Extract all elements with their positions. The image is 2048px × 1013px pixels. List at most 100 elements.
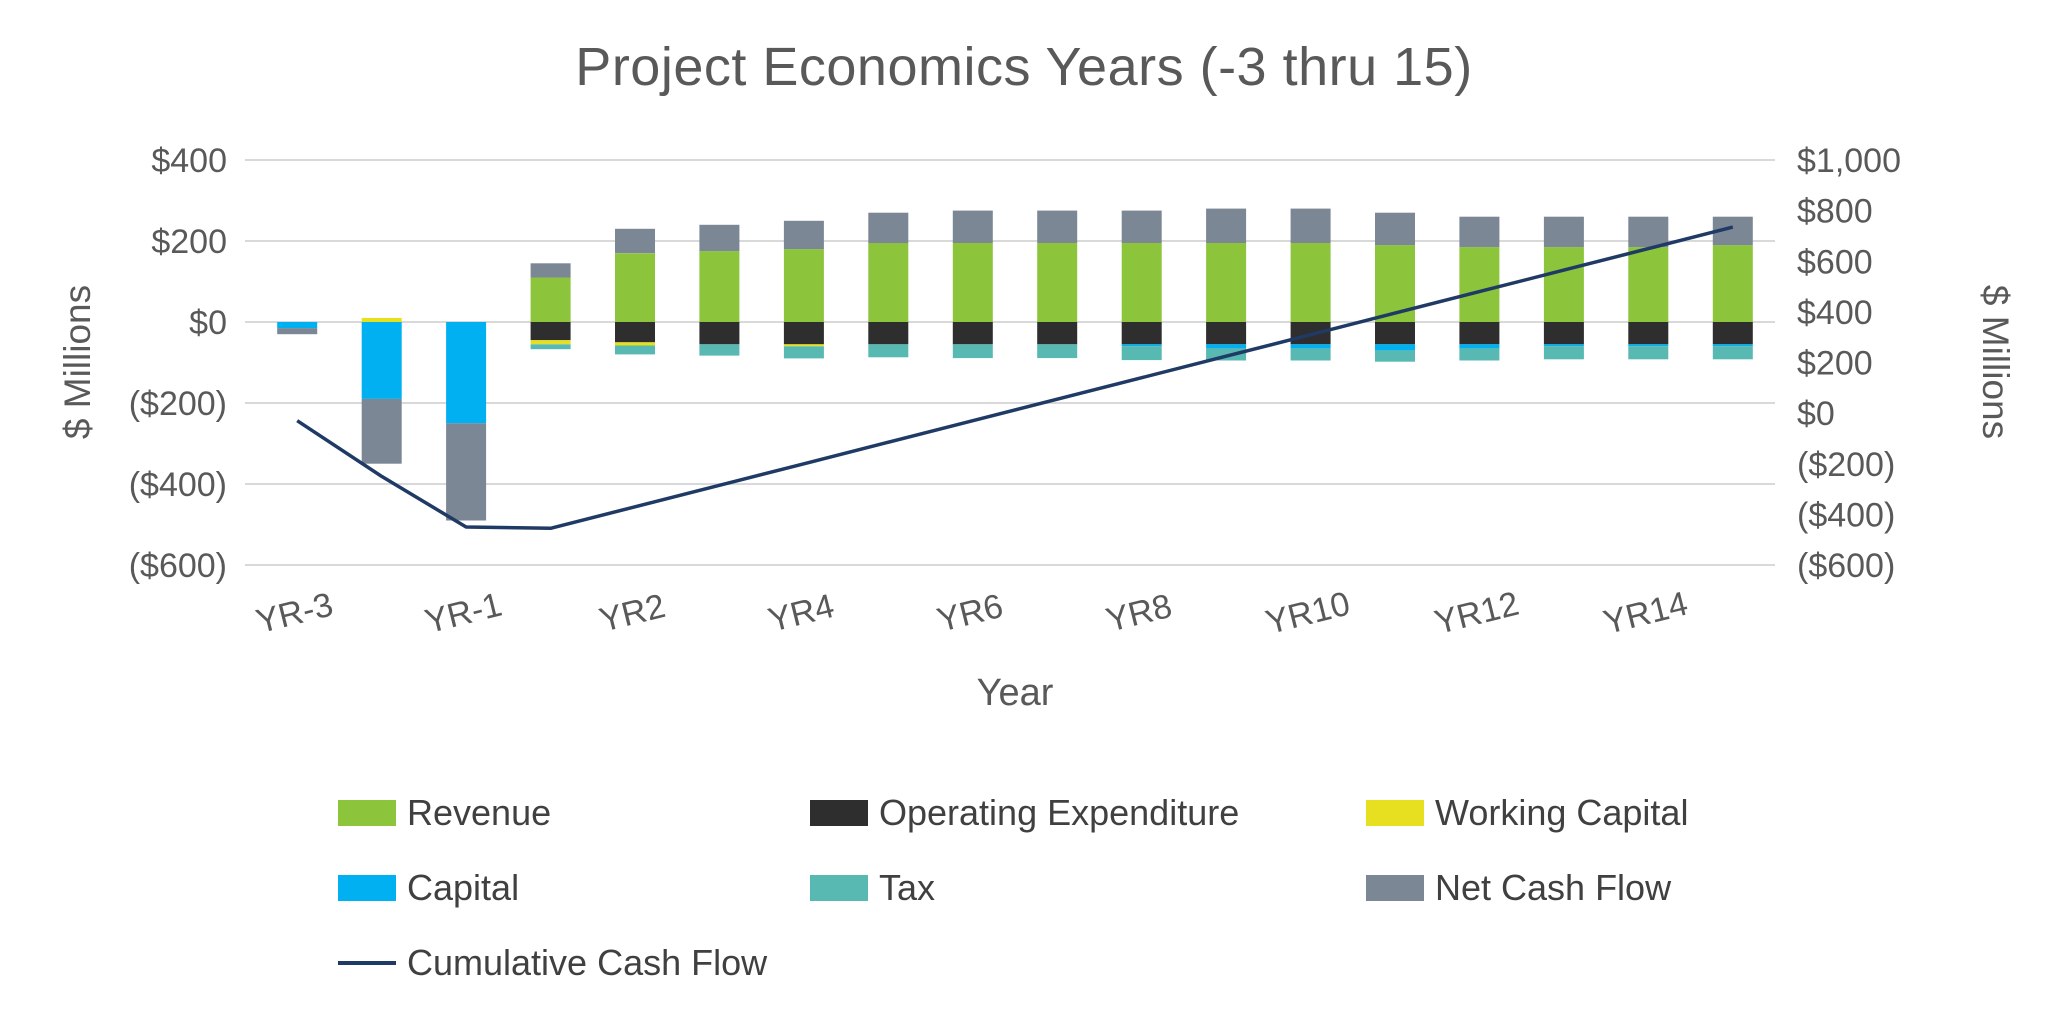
bar-segment bbox=[1543, 322, 1584, 345]
x-axis-tick: YR6 bbox=[933, 587, 1006, 640]
bar-segment bbox=[1459, 216, 1500, 248]
legend-label: Revenue bbox=[407, 792, 552, 833]
legend: Revenue Operating Expenditure Working Capi… bbox=[338, 792, 1688, 984]
left-axis-tick: $0 bbox=[189, 304, 227, 342]
bar-segment bbox=[615, 342, 655, 346]
bar-segment bbox=[868, 322, 909, 345]
right-axis-tick: ($400) bbox=[1797, 496, 1895, 534]
bar-segment bbox=[277, 328, 318, 335]
legend-color-swatch bbox=[810, 800, 868, 826]
bar-segment bbox=[1037, 243, 1078, 322]
bar-segment bbox=[446, 322, 487, 424]
bar-segment bbox=[1459, 247, 1500, 322]
bar-segment bbox=[868, 212, 909, 244]
right-axis-tick: $600 bbox=[1797, 243, 1873, 281]
bar-segment bbox=[1290, 344, 1331, 349]
bar-segment bbox=[1037, 344, 1078, 359]
bar-segment bbox=[1459, 348, 1500, 361]
bar-segment bbox=[1121, 322, 1162, 345]
bar-segment bbox=[530, 277, 571, 322]
bar-segment bbox=[868, 344, 909, 358]
bar-segment bbox=[699, 224, 740, 252]
bar-segment bbox=[1290, 243, 1331, 322]
legend-label: Cumulative Cash Flow bbox=[407, 942, 768, 983]
bar-segment bbox=[699, 322, 740, 345]
bar-segment bbox=[783, 220, 824, 250]
legend-item: Operating Expenditure bbox=[810, 792, 1366, 834]
bar-segment bbox=[952, 322, 993, 345]
bar-segment bbox=[1628, 346, 1669, 360]
bar-segment bbox=[1375, 212, 1415, 246]
legend-label: Tax bbox=[879, 867, 936, 908]
bar-segment bbox=[615, 253, 655, 322]
bar-segment bbox=[1712, 346, 1753, 360]
legend-item: Net Cash Flow bbox=[1366, 867, 1688, 909]
bar-segment bbox=[530, 263, 571, 278]
right-axis-tick: $400 bbox=[1797, 294, 1873, 332]
bar-segment bbox=[1121, 346, 1162, 361]
bar-segment bbox=[1543, 344, 1584, 347]
chart-title: Project Economics Years (-3 thru 15) bbox=[575, 37, 1473, 97]
bar-segment bbox=[699, 251, 740, 322]
x-axis-tick: YR-3 bbox=[252, 586, 336, 642]
legend-label: Net Cash Flow bbox=[1435, 867, 1672, 908]
bar-segment bbox=[446, 423, 487, 521]
bar-segment bbox=[952, 344, 993, 359]
right-axis-tick: $800 bbox=[1797, 193, 1873, 231]
right-axis-tick: $0 bbox=[1797, 395, 1835, 433]
right-axis-tick: ($600) bbox=[1797, 547, 1895, 585]
bar-segment bbox=[1375, 322, 1415, 345]
x-axis-tick: YR2 bbox=[596, 587, 669, 640]
bar-segment bbox=[952, 243, 993, 322]
bar-segment bbox=[1037, 322, 1078, 345]
bar-segment bbox=[952, 210, 993, 243]
bar-segment bbox=[1290, 208, 1331, 243]
bar-segment bbox=[1543, 247, 1584, 322]
bar-segment bbox=[1459, 344, 1500, 349]
bar-segment bbox=[1628, 322, 1669, 345]
bar-segment bbox=[1543, 346, 1584, 360]
bar-segment bbox=[1712, 245, 1753, 322]
legend-item: Revenue bbox=[338, 792, 810, 834]
bar-segment bbox=[1628, 344, 1669, 347]
x-axis-tick: YR-1 bbox=[421, 586, 505, 642]
bar-segment bbox=[1206, 322, 1247, 345]
right-axis-tick: $200 bbox=[1797, 345, 1873, 383]
bar-segment bbox=[361, 317, 402, 322]
bar-segment bbox=[1206, 344, 1247, 349]
bar-segment bbox=[1290, 348, 1331, 361]
bar-segment bbox=[615, 345, 655, 355]
bar-segment bbox=[615, 322, 655, 343]
legend-color-swatch bbox=[1366, 875, 1424, 901]
left-axis-tick: ($600) bbox=[129, 547, 227, 585]
legend-label: Operating Expenditure bbox=[879, 792, 1240, 833]
bar-segment bbox=[1628, 247, 1669, 322]
bar-segment bbox=[1375, 350, 1415, 362]
bar-segment bbox=[1121, 210, 1162, 243]
bar-segment bbox=[277, 322, 318, 329]
bar-segment bbox=[1206, 243, 1247, 322]
legend-color-swatch bbox=[338, 875, 396, 901]
bar-segment bbox=[1037, 210, 1078, 243]
x-axis-tick: YR8 bbox=[1102, 587, 1175, 640]
x-axis-tick: YR14 bbox=[1600, 585, 1692, 642]
legend-label: Working Capital bbox=[1435, 792, 1689, 833]
bar-segment bbox=[615, 228, 655, 254]
bar-segment bbox=[361, 322, 402, 399]
legend-item: Tax bbox=[810, 867, 1366, 909]
bar-segment bbox=[1628, 216, 1669, 248]
left-axis-tick: ($200) bbox=[129, 385, 227, 423]
bar-segment bbox=[530, 344, 571, 350]
bar-segment bbox=[1712, 322, 1753, 345]
cumulative-cash-flow-line bbox=[296, 225, 1734, 531]
left-axis-tick: $200 bbox=[151, 223, 227, 261]
bar-segment bbox=[1375, 344, 1415, 351]
bar-segment bbox=[1459, 322, 1500, 345]
x-axis-title: Year bbox=[976, 672, 1054, 714]
bar-segment bbox=[1121, 243, 1162, 322]
legend-line-swatch bbox=[338, 961, 396, 965]
bar-segment bbox=[361, 398, 402, 464]
bar-segment bbox=[530, 340, 571, 345]
bar-segment bbox=[783, 344, 824, 347]
